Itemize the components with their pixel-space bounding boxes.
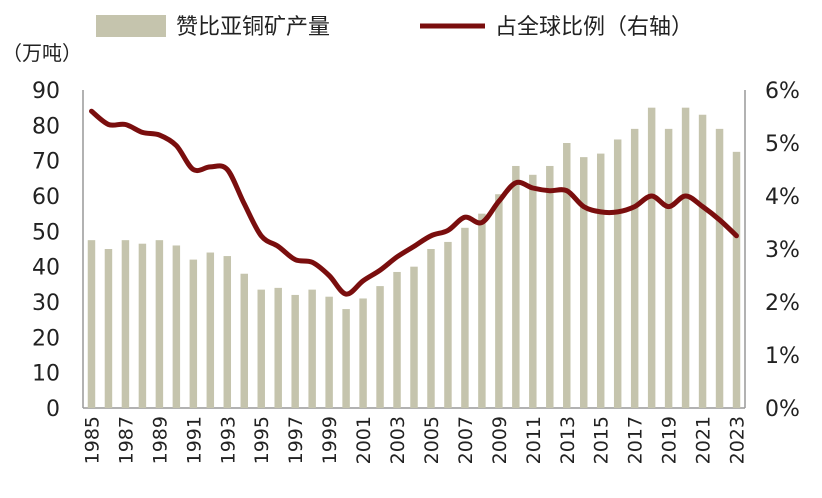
left-tick-label: 10 <box>32 362 60 387</box>
bar <box>172 245 181 408</box>
right-tick-label: 3% <box>765 238 800 263</box>
bar <box>223 256 232 408</box>
bar <box>427 249 435 408</box>
bar <box>104 249 113 408</box>
x-tick-label: 1993 <box>217 416 239 464</box>
bar <box>359 298 367 408</box>
bar <box>393 271 401 408</box>
right-tick-label: 5% <box>765 132 800 157</box>
x-tick-label: 1999 <box>319 416 341 464</box>
x-tick-label: 1991 <box>183 416 205 464</box>
bar <box>563 143 571 408</box>
legend-line-label: 占全球比例（右轴） <box>495 15 693 40</box>
bar <box>325 296 333 408</box>
bar <box>596 153 605 408</box>
x-tick-label: 2023 <box>727 416 749 464</box>
x-tick-label: 1987 <box>115 416 137 464</box>
right-tick-label: 1% <box>765 344 800 369</box>
left-axis-ticks: 0 10 20 30 40 50 60 70 80 90 <box>32 79 60 422</box>
bar <box>512 165 520 408</box>
bar <box>410 266 418 408</box>
bar <box>342 309 350 408</box>
bar <box>121 240 130 408</box>
bar <box>240 273 248 408</box>
right-tick-label: 2% <box>765 291 800 316</box>
bar <box>478 213 486 408</box>
bar <box>732 151 741 409</box>
left-tick-label: 20 <box>32 326 60 351</box>
bar <box>291 294 299 408</box>
bar <box>698 114 707 408</box>
left-tick-label: 80 <box>32 114 60 139</box>
bar <box>87 240 96 408</box>
left-axis-unit-label: （万吨） <box>2 41 82 65</box>
x-tick-label: 1995 <box>251 416 273 464</box>
x-tick-label: 2001 <box>353 416 375 464</box>
x-tick-label: 2021 <box>693 416 715 464</box>
bar <box>613 139 622 408</box>
x-tick-label: 2011 <box>523 416 545 464</box>
bar <box>206 252 215 408</box>
bar <box>444 241 452 408</box>
x-tick-label: 2007 <box>455 416 477 464</box>
x-tick-label: 2009 <box>489 416 511 464</box>
bar <box>461 227 469 408</box>
right-tick-label: 4% <box>765 185 800 210</box>
x-tick-label: 2015 <box>591 416 613 464</box>
bar <box>630 128 639 408</box>
x-axis-ticks: 1985 1987 1989 1991 1993 1995 1997 1999 2001 2003… <box>81 416 748 464</box>
bar <box>529 174 537 408</box>
legend-bar-label: 赞比亚铜矿产量 <box>176 15 330 40</box>
legend-bar-swatch <box>96 15 166 37</box>
left-tick-label: 30 <box>32 291 60 316</box>
bar <box>664 128 673 408</box>
bar <box>189 259 198 408</box>
x-tick-label: 2013 <box>557 416 579 464</box>
left-tick-label: 60 <box>32 185 60 210</box>
left-tick-label: 90 <box>32 79 60 104</box>
left-tick-label: 50 <box>32 220 60 245</box>
right-tick-label: 0% <box>765 397 800 422</box>
x-tick-label: 2019 <box>659 416 681 464</box>
bar-series <box>87 107 741 409</box>
bar <box>376 286 384 408</box>
left-tick-label: 0 <box>46 397 60 422</box>
bar <box>138 243 147 408</box>
bar <box>580 157 588 408</box>
bar <box>681 107 690 409</box>
bar <box>495 194 503 408</box>
bar <box>274 287 282 408</box>
x-tick-label: 2017 <box>625 416 647 464</box>
left-tick-label: 40 <box>32 256 60 281</box>
bar <box>308 289 316 408</box>
line-series <box>89 108 739 297</box>
bar <box>257 289 265 408</box>
bar <box>155 240 164 408</box>
x-tick-label: 1985 <box>81 416 103 464</box>
x-tick-label: 1989 <box>149 416 171 464</box>
x-tick-label: 2003 <box>387 416 409 464</box>
left-tick-label: 70 <box>32 150 60 175</box>
bar <box>715 128 724 408</box>
bar <box>647 107 656 409</box>
right-tick-label: 6% <box>765 79 800 104</box>
right-axis-ticks: 0% 1% 2% 3% 4% 5% 6% <box>765 79 800 422</box>
x-tick-label: 1997 <box>285 416 307 464</box>
bar <box>546 165 554 408</box>
x-tick-label: 2005 <box>421 416 443 464</box>
